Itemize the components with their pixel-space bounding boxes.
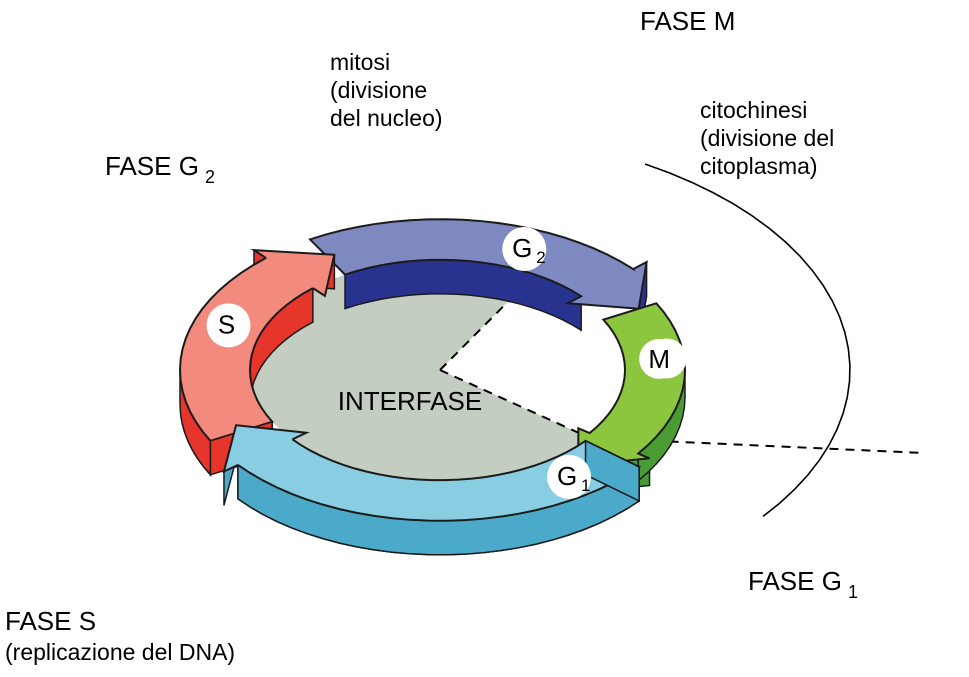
svg-text:1: 1 xyxy=(581,476,590,495)
label-fase-s-2: (replicazione del DNA) xyxy=(5,639,235,665)
svg-text:1: 1 xyxy=(848,582,858,602)
badge-letter: G xyxy=(557,461,577,491)
badge-letter: G xyxy=(512,233,532,263)
label-cito-2: (divisione del xyxy=(700,125,834,151)
label-fase-m: FASE M xyxy=(640,6,735,36)
cell-cycle-diagram: G11SG22MFASE Mmitosi(divisionedel nucleo… xyxy=(0,0,969,677)
label-interfase: INTERFASE xyxy=(338,386,482,416)
label-fase-g2: FASE G xyxy=(105,151,199,181)
label-fase-g1: FASE G xyxy=(748,566,842,596)
label-mitosi-1: mitosi xyxy=(330,49,390,75)
label-mitosi-3: del nucleo) xyxy=(330,105,443,131)
badge-letter-m: M xyxy=(648,344,670,374)
label-cito-1: citochinesi xyxy=(700,97,807,123)
badge-letter: S xyxy=(218,309,235,339)
label-fase-s-1: FASE S xyxy=(5,606,96,636)
label-mitosi-2: (divisione xyxy=(330,77,427,103)
svg-text:2: 2 xyxy=(536,248,545,267)
label-cito-3: citoplasma) xyxy=(700,153,818,179)
svg-text:2: 2 xyxy=(205,167,215,187)
